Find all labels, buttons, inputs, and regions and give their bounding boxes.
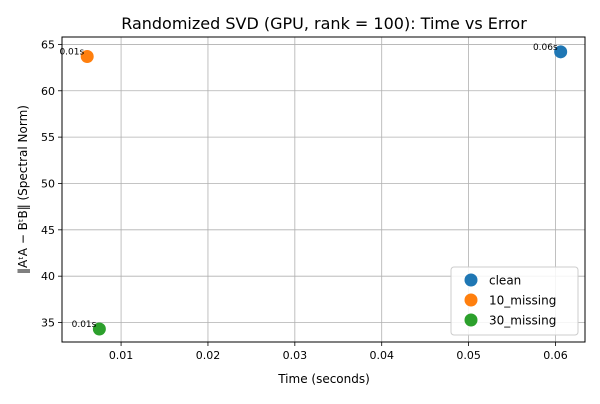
legend-marker-clean: [464, 273, 478, 287]
x-tick-label: 0.06: [543, 349, 568, 362]
y-axis-label: ‖AᵗA − BᵗB‖ (Spectral Norm): [16, 105, 30, 274]
y-tick-label: 60: [41, 85, 55, 98]
y-tick-label: 45: [41, 224, 55, 237]
legend-marker-30_missing: [464, 313, 478, 327]
data-point-30_missing: [92, 322, 106, 336]
legend-items: clean 10_missing 30_missing: [464, 273, 556, 328]
points-layer: [80, 45, 568, 336]
legend: clean 10_missing 30_missing: [450, 266, 579, 336]
x-tick-label: 0.01: [109, 349, 134, 362]
chart-title: Randomized SVD (GPU, rank = 100): Time v…: [121, 14, 527, 33]
data-point-label: 0.06s: [533, 43, 558, 53]
y-tick-label: 40: [41, 270, 55, 283]
data-point-10_missing: [80, 49, 94, 63]
x-tick-label: 0.04: [369, 349, 394, 362]
legend-marker-10_missing: [464, 293, 478, 307]
x-axis: 0.01 0.02 0.03 0.04 0.05 0.06: [109, 342, 568, 362]
plot-area: 0.06s 0.01s 0.01s: [59, 36, 586, 343]
point-labels-layer: 0.06s 0.01s 0.01s: [59, 43, 558, 330]
y-axis: 35 40 45 50 55 60 65: [41, 38, 62, 330]
legend-label: clean: [489, 274, 521, 288]
x-tick-label: 0.05: [456, 349, 481, 362]
x-axis-label: Time (seconds): [277, 372, 370, 386]
x-tick-label: 0.03: [283, 349, 308, 362]
y-tick-label: 55: [41, 131, 55, 144]
legend-label: 30_missing: [489, 314, 556, 328]
data-point-label: 0.01s: [72, 320, 97, 330]
legend-label: 10_missing: [489, 294, 556, 308]
y-tick-label: 35: [41, 317, 55, 330]
data-point-label: 0.01s: [59, 47, 84, 57]
legend-box: [450, 266, 579, 336]
y-tick-label: 50: [41, 177, 55, 190]
x-tick-label: 0.02: [196, 349, 221, 362]
data-point-clean: [554, 45, 568, 59]
y-tick-label: 65: [41, 38, 55, 51]
plot-frame: [61, 36, 586, 343]
